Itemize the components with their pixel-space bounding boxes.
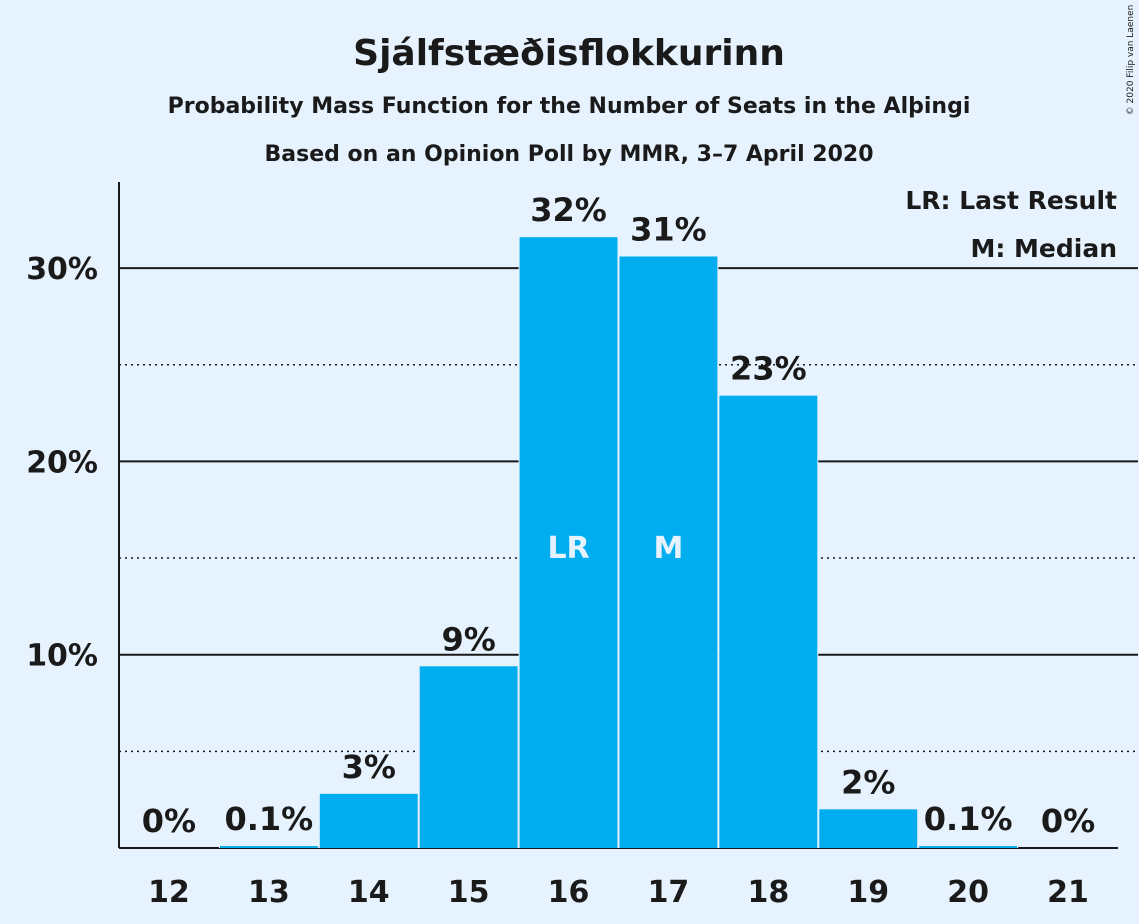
x-tick-label-20: 20 (947, 875, 989, 910)
y-tick-label: 20% (26, 445, 98, 480)
data-label-14: 3% (342, 748, 396, 786)
x-tick-label-16: 16 (548, 875, 590, 910)
data-label-16: 32% (530, 191, 607, 229)
bar-17 (619, 256, 718, 848)
x-tick-label-12: 12 (148, 875, 190, 910)
legend-last-result: LR: Last Result (905, 186, 1117, 215)
bar-15 (419, 666, 518, 848)
legend-median: M: Median (970, 234, 1117, 263)
data-label-19: 2% (841, 763, 895, 801)
x-tick-label-13: 13 (248, 875, 290, 910)
x-tick-label-17: 17 (648, 875, 690, 910)
bar-14 (319, 793, 418, 848)
labels-layer: 10% 20% 30% 0% 12 0.1% 13 3% 14 9% 15 32% 16 LR 31% 17 M… (26, 191, 1095, 910)
bar-20 (919, 846, 1018, 848)
bar-18 (719, 395, 818, 848)
x-tick-label-21: 21 (1047, 875, 1089, 910)
chart-subtitle-2: Based on an Opinion Poll by MMR, 3–7 Apr… (264, 142, 873, 167)
data-label-17: 31% (630, 211, 707, 249)
data-label-21: 0% (1041, 802, 1095, 840)
bar-marker-lr: LR (547, 531, 589, 566)
y-tick-label: 10% (26, 639, 98, 674)
x-tick-label-18: 18 (747, 875, 789, 910)
y-tick-label: 30% (26, 252, 98, 287)
chart-title: Sjálfstæðisflokkurinn (353, 33, 785, 74)
data-label-12: 0% (142, 802, 196, 840)
bar-16 (519, 237, 618, 848)
x-tick-label-14: 14 (348, 875, 390, 910)
copyright-credit: © 2020 Filip van Laenen (1126, 5, 1136, 116)
bars-layer (218, 236, 1019, 848)
chart-subtitle: Probability Mass Function for the Number… (168, 94, 971, 119)
data-label-15: 9% (441, 620, 495, 658)
bar-marker-m: M (654, 531, 684, 566)
data-label-18: 23% (730, 350, 807, 388)
bar-19 (819, 809, 918, 848)
bar-13 (219, 846, 318, 848)
x-tick-label-15: 15 (448, 875, 490, 910)
data-label-20: 0.1% (924, 800, 1013, 838)
x-tick-label-19: 19 (847, 875, 889, 910)
data-label-13: 0.1% (224, 800, 313, 838)
